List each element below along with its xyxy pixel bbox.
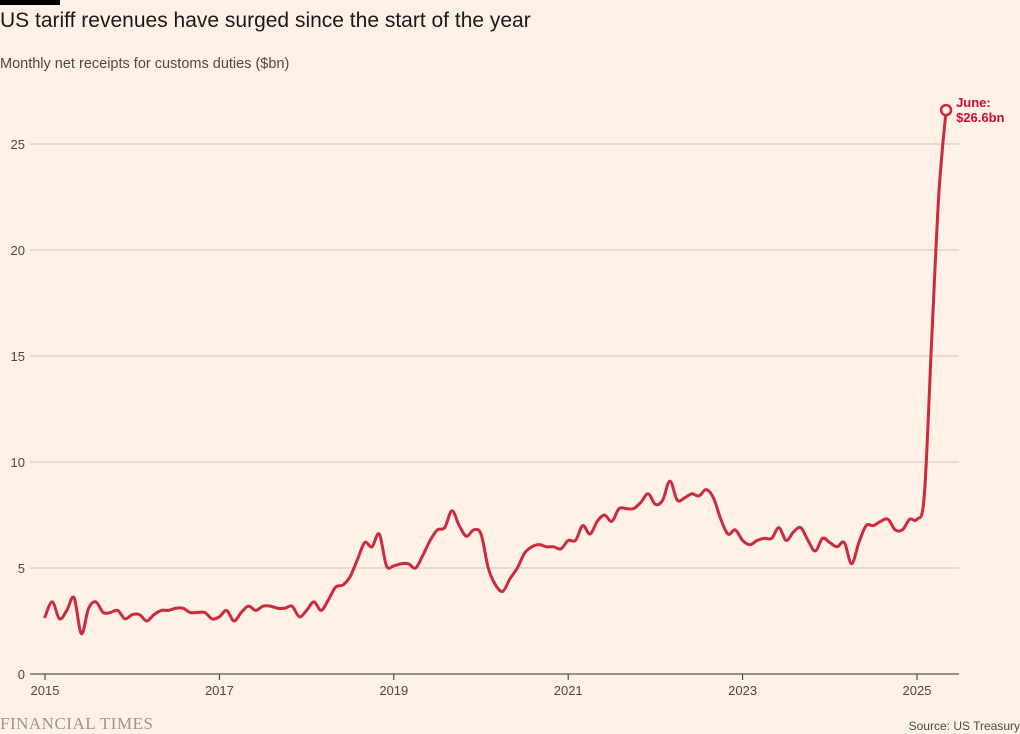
series-line-customs-duties <box>43 108 948 636</box>
y-tick-label: 25 <box>11 137 25 152</box>
y-tick-label: 5 <box>18 561 25 576</box>
footer-brand: FINANCIAL TIMES <box>0 714 154 733</box>
brand-top-bar <box>0 0 60 5</box>
x-tick-label: 2025 <box>903 683 932 698</box>
x-tick-label: 2017 <box>205 683 234 698</box>
y-tick-label: 0 <box>18 667 25 682</box>
y-tick-label: 10 <box>11 455 25 470</box>
chart-title: US tariff revenues have surged since the… <box>0 9 531 32</box>
x-tick-label: 2023 <box>728 683 757 698</box>
annotation-label-month: June: <box>956 95 991 110</box>
y-tick-label: 15 <box>11 349 25 364</box>
x-tick-label: 2021 <box>554 683 583 698</box>
x-tick-label: 2015 <box>31 683 60 698</box>
latest-value-marker <box>939 103 953 117</box>
x-tick-label: 2019 <box>379 683 408 698</box>
annotation-label-value: $26.6bn <box>956 110 1004 125</box>
source-note: Source: US Treasury <box>908 719 1020 733</box>
y-tick-label: 20 <box>11 243 25 258</box>
chart-subtitle: Monthly net receipts for customs duties … <box>0 56 290 72</box>
